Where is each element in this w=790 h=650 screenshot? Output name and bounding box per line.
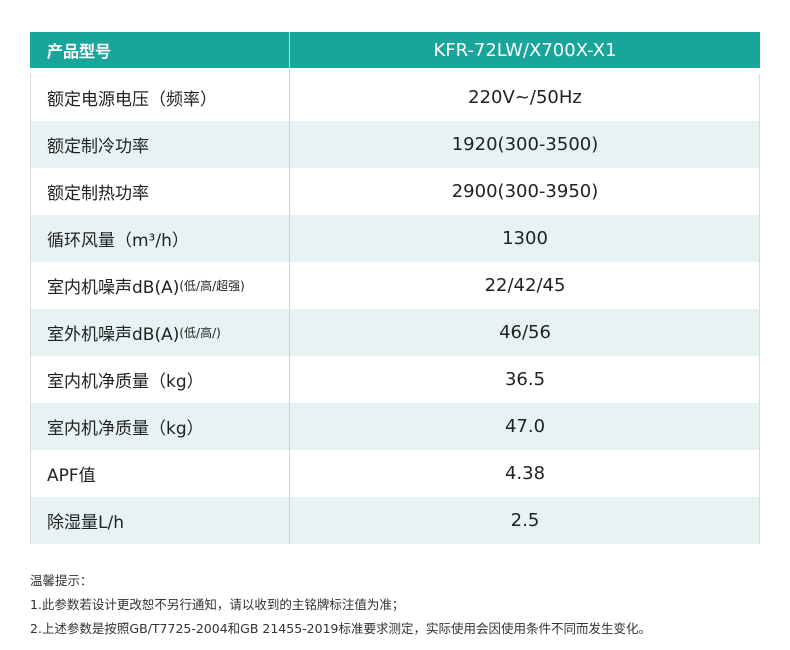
- row-label: 额定电源电压（频率）: [47, 90, 217, 110]
- row-label-cell: 额定制热功率: [47, 168, 149, 215]
- row-label-cell: 室内机噪声dB(A) (低/高/超强): [47, 262, 245, 309]
- row-value: 4.38: [504, 463, 546, 484]
- row-value: 1920(300-3500): [451, 134, 599, 155]
- notes-title: 温馨提示：: [30, 573, 93, 588]
- row-label: APF值: [47, 466, 96, 486]
- row-label-cell: APF值: [47, 450, 96, 497]
- table-row: 室内机净质量（kg） 36.5: [30, 356, 760, 403]
- table-row: 室外机噪声dB(A) (低/高/) 46/56: [30, 309, 760, 356]
- row-label: 室外机噪声dB(A): [47, 325, 180, 345]
- note-line: 2.上述参数是按照GB/T7725-2004和GB 21455-2019标准要求…: [30, 621, 651, 636]
- table-edge: [30, 74, 31, 544]
- header-label: 产品型号: [47, 42, 112, 61]
- table-row: 额定电源电压（频率） 220V~/50Hz: [30, 74, 760, 121]
- column-divider: [289, 32, 290, 544]
- row-value: 2.5: [510, 510, 540, 531]
- table-row: 室内机净质量（kg） 47.0: [30, 403, 760, 450]
- row-note: (低/高/超强): [179, 279, 245, 293]
- note-line: 1.此参数若设计更改恕不另行通知，请以收到的主铭牌标注值为准；: [30, 597, 405, 612]
- row-label-cell: 室内机净质量（kg）: [47, 356, 204, 403]
- row-label-cell: 室外机噪声dB(A) (低/高/): [47, 309, 221, 356]
- table-row: 额定制热功率 2900(300-3950): [30, 168, 760, 215]
- row-label: 额定制冷功率: [47, 137, 149, 157]
- row-value: 36.5: [504, 369, 546, 390]
- header-value: KFR-72LW/X700X-X1: [433, 39, 617, 61]
- row-label-cell: 额定电源电压（频率）: [47, 74, 217, 121]
- row-label: 室内机噪声dB(A): [47, 278, 180, 298]
- table-row: 除湿量L/h 2.5: [30, 497, 760, 544]
- row-value: 220V~/50Hz: [468, 87, 582, 108]
- row-label-cell: 额定制冷功率: [47, 121, 149, 168]
- row-value: 22/42/45: [484, 275, 566, 296]
- row-value: 2900(300-3950): [451, 181, 599, 202]
- row-label-cell: 除湿量L/h: [47, 497, 124, 544]
- table-row: 循环风量（m³/h） 1300: [30, 215, 760, 262]
- table-edge: [759, 74, 760, 544]
- row-label: 额定制热功率: [47, 184, 149, 204]
- row-label: 循环风量（m³/h）: [47, 231, 189, 251]
- table-header: 产品型号 KFR-72LW/X700X-X1: [30, 32, 760, 68]
- row-label: 除湿量L/h: [47, 513, 124, 533]
- row-value: 1300: [502, 228, 548, 249]
- table-row: APF值 4.38: [30, 450, 760, 497]
- row-label: 室内机净质量（kg）: [47, 419, 204, 439]
- table-row: 额定制冷功率 1920(300-3500): [30, 121, 760, 168]
- row-label: 室内机净质量（kg）: [47, 372, 204, 392]
- row-label-cell: 循环风量（m³/h）: [47, 215, 189, 262]
- row-label-cell: 室内机净质量（kg）: [47, 403, 204, 450]
- row-value: 46/56: [499, 322, 551, 343]
- row-value: 47.0: [504, 416, 546, 437]
- table-row: 室内机噪声dB(A) (低/高/超强) 22/42/45: [30, 262, 760, 309]
- row-note: (低/高/): [179, 326, 221, 340]
